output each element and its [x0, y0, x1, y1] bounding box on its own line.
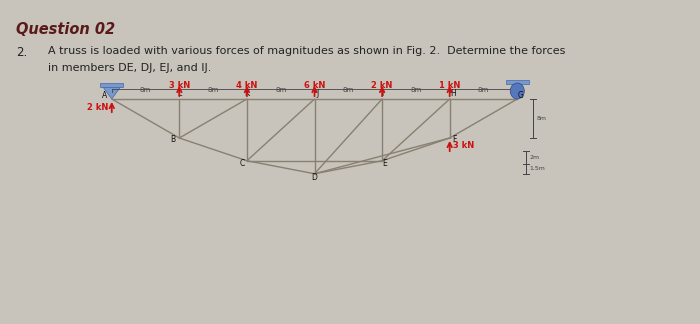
Text: F: F [452, 135, 456, 145]
Text: J: J [316, 88, 318, 98]
Text: 8m: 8m [478, 87, 489, 93]
Text: G: G [518, 91, 524, 100]
Text: 2 kN: 2 kN [372, 81, 393, 90]
Text: 2 kN: 2 kN [87, 102, 108, 111]
Text: 2.: 2. [16, 46, 27, 59]
Text: A: A [102, 91, 107, 100]
Text: 3 kN: 3 kN [453, 142, 475, 151]
Text: K: K [244, 88, 249, 98]
Text: D: D [312, 173, 317, 182]
Text: E: E [382, 159, 387, 168]
Text: 8m: 8m [537, 116, 547, 121]
Text: 3 kN: 3 kN [169, 81, 190, 90]
Text: 8m: 8m [343, 87, 354, 93]
Text: 2m: 2m [530, 155, 540, 160]
Text: C: C [240, 159, 245, 168]
Text: 8m: 8m [140, 87, 151, 93]
Text: L: L [177, 88, 181, 98]
Polygon shape [100, 83, 123, 87]
Polygon shape [506, 80, 528, 84]
Text: 6 kN: 6 kN [304, 81, 326, 90]
Text: 1.5m: 1.5m [530, 167, 545, 171]
Circle shape [510, 83, 524, 99]
Text: H: H [450, 88, 456, 98]
Text: Question 02: Question 02 [16, 22, 115, 37]
Text: 4 kN: 4 kN [236, 81, 258, 90]
Text: 8m: 8m [410, 87, 421, 93]
Text: 8m: 8m [207, 87, 219, 93]
Polygon shape [103, 87, 120, 99]
Text: 1 kN: 1 kN [439, 81, 461, 90]
Text: 8m: 8m [275, 87, 286, 93]
Text: in members DE, DJ, EJ, and IJ.: in members DE, DJ, EJ, and IJ. [48, 63, 212, 73]
Text: B: B [171, 135, 176, 145]
Text: A truss is loaded with various forces of magnitudes as shown in Fig. 2.  Determi: A truss is loaded with various forces of… [48, 46, 566, 56]
Text: I: I [381, 88, 383, 98]
